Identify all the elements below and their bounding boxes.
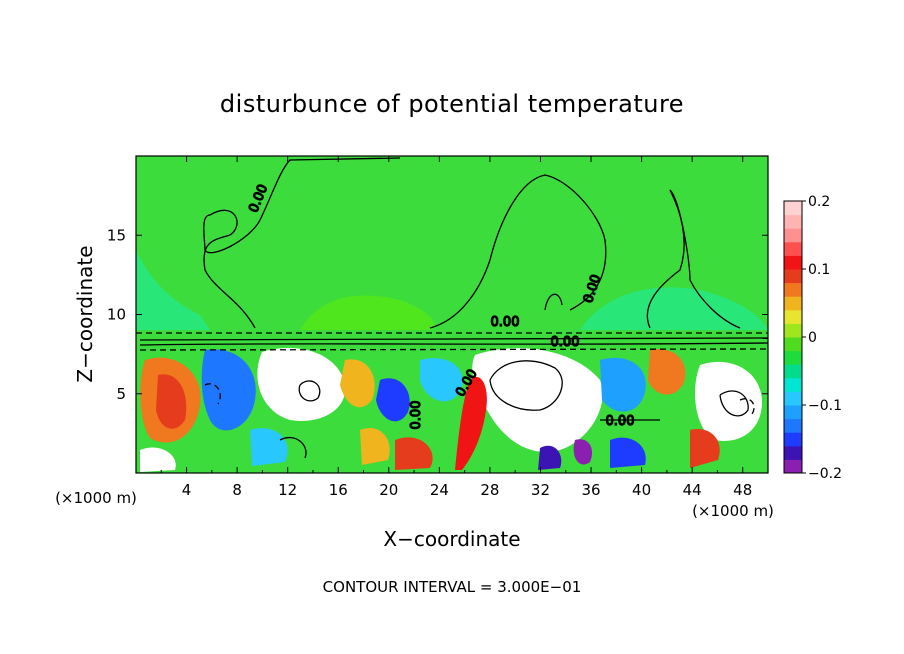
x-tick-label: 48 (733, 481, 752, 499)
colorbar-swatch (784, 391, 802, 406)
colorbar-swatch (784, 296, 802, 311)
anomaly-patch (250, 428, 288, 466)
colorbar-swatch (784, 228, 802, 243)
colorbar-swatch (784, 432, 802, 447)
anomaly-patch (395, 437, 433, 470)
anomaly-patch (600, 357, 646, 412)
anomaly-patch (360, 428, 390, 465)
anomaly-patches (136, 250, 768, 472)
colorbar-swatch (784, 405, 802, 420)
contour-label: 0.00 (409, 401, 424, 430)
anomaly-patch (300, 295, 434, 330)
colorbar-swatch (784, 323, 802, 338)
x-axis: 4 8 12 16 20 24 28 32 36 40 44 48 (160, 156, 752, 499)
colorbar-tick-label: 0.2 (808, 194, 830, 210)
y-tick-label: 10 (107, 306, 126, 324)
anomaly-patch (573, 439, 593, 465)
colorbar-swatch (784, 309, 802, 324)
chart-title: disturbunce of potential temperature (220, 90, 684, 118)
x-tick-label: 4 (182, 481, 192, 499)
colorbar-swatch (784, 350, 802, 365)
x-tick-label: 40 (632, 481, 651, 499)
anomaly-patch (538, 445, 562, 470)
contour-label: 0.00 (551, 335, 580, 350)
x-tick-label: 12 (278, 481, 297, 499)
contour-line (139, 342, 769, 346)
y-tick-label: 5 (116, 385, 126, 403)
y-tick-label: 15 (107, 226, 126, 244)
plot-area: 0.000.000.000.000.000.00 0.00 (135, 155, 769, 474)
contour-line (719, 390, 749, 417)
x-tick-label: 28 (480, 481, 499, 499)
x-unit-right: (×1000 m) (692, 502, 774, 520)
x-tick-label: 16 (329, 481, 348, 499)
anomaly-patch (610, 437, 646, 468)
anomaly-patch (455, 376, 487, 470)
contour-label: 0.00 (491, 315, 520, 330)
contour-line (203, 157, 401, 329)
y-axis-label: Z−coordinate (73, 245, 97, 382)
contour-line (298, 380, 321, 402)
contour-line (544, 293, 563, 311)
colorbar-swatch (784, 364, 802, 379)
anomaly-patch (420, 358, 463, 402)
contour-label: 0.00 (606, 414, 635, 429)
x-tick-label: 44 (683, 481, 702, 499)
anomaly-patch (580, 287, 768, 330)
anomaly-patch (156, 374, 187, 429)
anomaly-patch (136, 250, 210, 330)
colorbar-swatch (784, 214, 802, 229)
x-axis-label: X−coordinate (383, 527, 520, 551)
contour-line (429, 174, 607, 329)
anomaly-patch (340, 359, 375, 408)
contour-line-dashed (204, 383, 221, 405)
colorbar-tick-label: 0.1 (808, 262, 830, 278)
contour-line (489, 360, 563, 411)
colorbar: 0.2 0.1 0 −0.1 −0.2 (783, 194, 842, 482)
anomaly-patch (140, 447, 176, 472)
contour-line-dashed (139, 348, 769, 351)
colorbar-tick-label: −0.2 (808, 466, 842, 482)
colorbar-swatch (784, 418, 802, 433)
x-unit-left: (×1000 m) (55, 489, 137, 507)
contour-line (279, 436, 307, 459)
contour-line (646, 189, 741, 329)
colorbar-swatch (784, 282, 802, 297)
colorbar-swatch (784, 377, 802, 392)
anomaly-patch (695, 361, 763, 441)
x-tick-label: 36 (581, 481, 600, 499)
anomaly-patch (648, 349, 686, 395)
anomaly-patch (376, 378, 410, 422)
y-axis: 5 10 15 (107, 226, 768, 403)
anomaly-patch (690, 429, 720, 468)
x-tick-label: 24 (430, 481, 449, 499)
colorbar-swatch (784, 269, 802, 284)
x-tick-label: 20 (379, 481, 398, 499)
contour-line (139, 337, 769, 341)
anomaly-patch (201, 349, 256, 431)
colorbar-swatch (784, 459, 802, 474)
contour-interval-note: CONTOUR INTERVAL = 3.000E−01 (323, 578, 582, 596)
colorbar-swatch (784, 201, 802, 216)
colorbar-swatch (784, 241, 802, 256)
anomaly-patch (472, 348, 603, 452)
colorbar-tick-label: 0 (808, 330, 817, 346)
colorbar-swatch (784, 337, 802, 352)
colorbar-swatch (784, 255, 802, 270)
colorbar-tick-label: −0.1 (808, 398, 842, 414)
contour-line-dashed (739, 398, 755, 415)
colorbar-swatch (784, 445, 802, 460)
x-tick-label: 32 (531, 481, 550, 499)
x-tick-label: 8 (232, 481, 242, 499)
